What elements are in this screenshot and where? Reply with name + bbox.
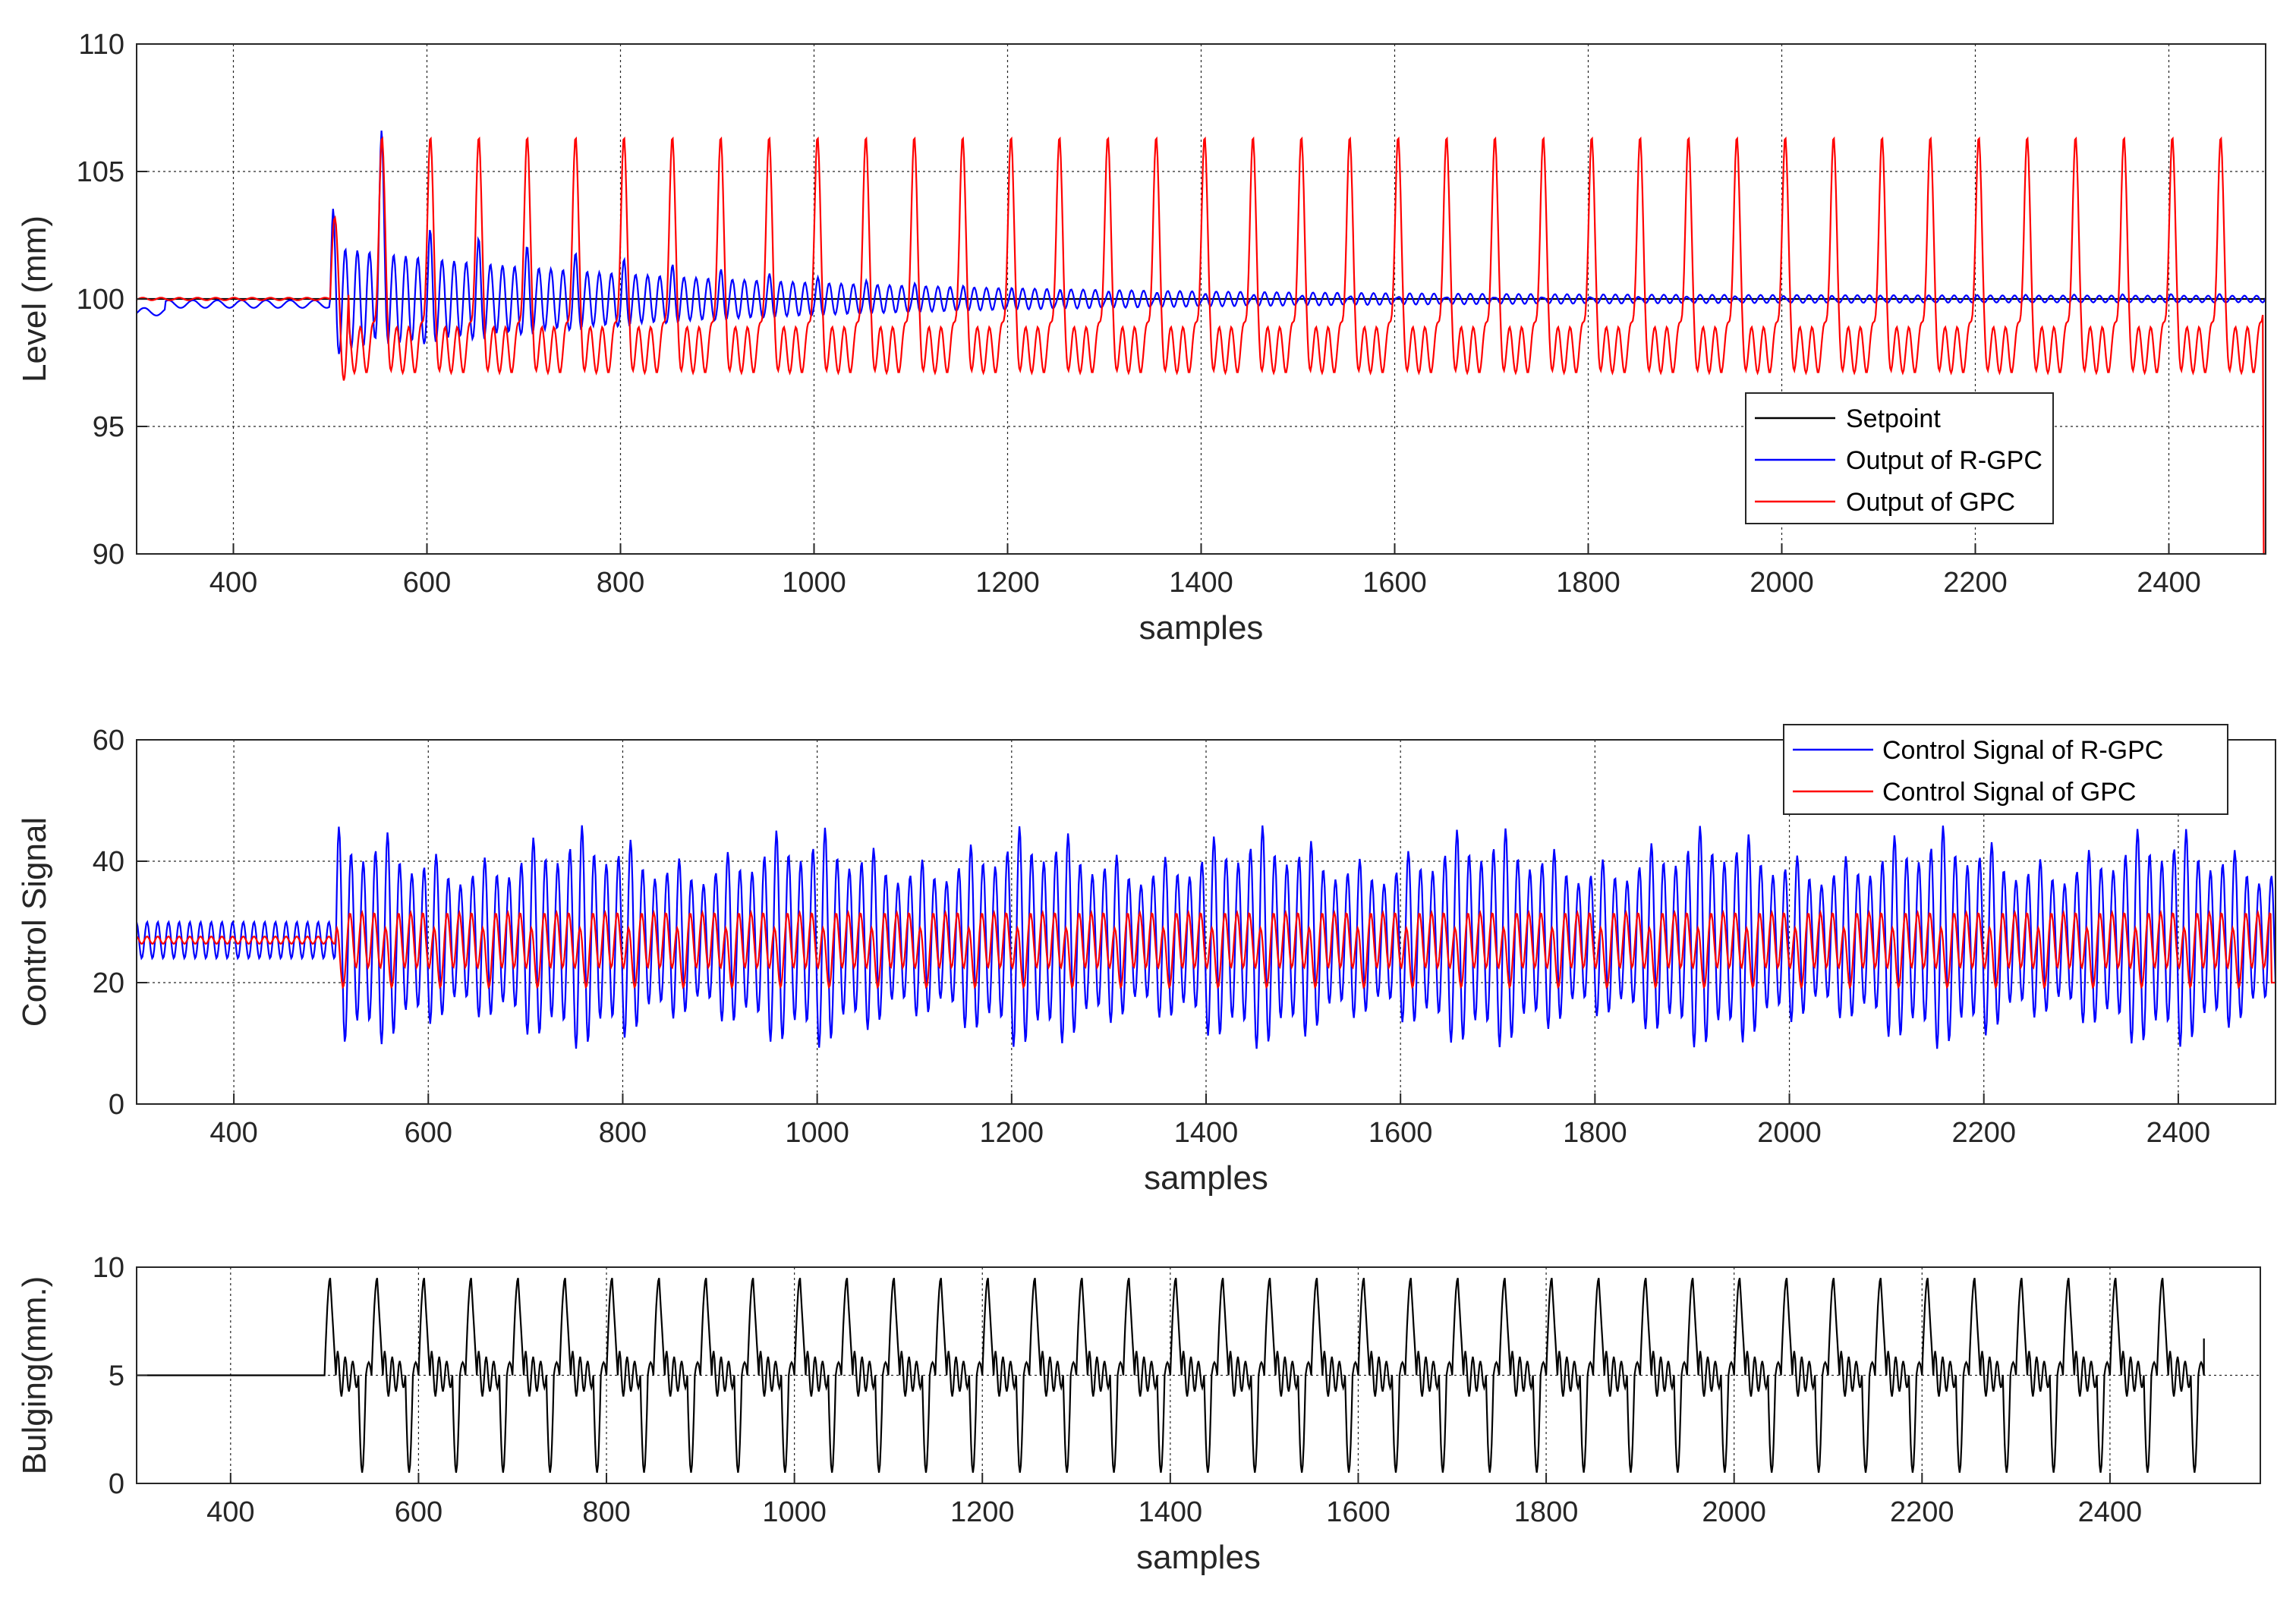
x-tick-label: 1600	[1362, 567, 1427, 599]
series-line-control-signal-of-r-gpc	[135, 825, 2277, 1049]
y-tick-label: 100	[77, 284, 124, 316]
x-tick-label: 400	[206, 1496, 254, 1528]
x-tick-label: 800	[597, 567, 644, 599]
y-tick-label: 95	[93, 411, 124, 443]
x-tick-label: 1200	[950, 1496, 1015, 1528]
legend: Setpoint Output of R-GPC Output of GPC	[1745, 392, 2054, 524]
x-tick-label: 1400	[1174, 1117, 1239, 1149]
y-axis-title: Bulging(mm.)	[16, 1276, 53, 1475]
x-tick-label: 2200	[1943, 567, 2008, 599]
x-axis-title: samples	[1136, 1539, 1261, 1576]
series-line-control-signal-of-gpc	[136, 909, 2276, 989]
x-tick-label: 1600	[1326, 1496, 1391, 1528]
y-tick-label: 105	[77, 156, 124, 188]
x-axis-title: samples	[1144, 1159, 1268, 1197]
legend-label: Output of GPC	[1846, 488, 2015, 517]
x-tick-label: 2000	[1757, 1117, 1822, 1149]
y-tick-label: 0	[109, 1089, 124, 1121]
y-axis-title: Level (mm)	[16, 215, 53, 382]
x-tick-label: 800	[582, 1496, 630, 1528]
x-tick-label: 1400	[1139, 1496, 1203, 1528]
y-tick-label: 60	[93, 725, 124, 757]
y-tick-label: 90	[93, 539, 124, 571]
x-tick-label: 1400	[1169, 567, 1233, 599]
legend-label: Setpoint	[1846, 404, 1941, 433]
y-tick-label: 40	[93, 846, 124, 878]
x-tick-label: 400	[209, 1117, 257, 1149]
x-tick-label: 2000	[1750, 567, 1814, 599]
legend-label: Control Signal of R-GPC	[1882, 736, 2163, 765]
x-tick-label: 1000	[762, 1496, 827, 1528]
chart-3: 400 600 800 1000 1200 1400 1600 1800 2000 2200 240…	[16, 1252, 2261, 1576]
x-tick-label: 800	[599, 1117, 647, 1149]
chart-2: 400 600 800 1000 1200 1400 1600 1800 2000 2200 240…	[16, 724, 2277, 1197]
x-tick-label: 600	[405, 1117, 452, 1149]
x-tick-label: 600	[403, 567, 451, 599]
legend: Control Signal of R-GPC Control Signal of…	[1783, 724, 2228, 815]
x-tick-label: 1600	[1368, 1117, 1433, 1149]
y-tick-label: 10	[93, 1252, 124, 1284]
x-tick-label: 1800	[1563, 1117, 1627, 1149]
y-tick-label: 5	[109, 1361, 124, 1392]
x-tick-label: 2400	[2137, 567, 2201, 599]
x-axis-title: samples	[1139, 609, 1264, 646]
x-tick-label: 1800	[1556, 567, 1620, 599]
legend-label: Control Signal of GPC	[1882, 778, 2137, 807]
x-tick-label: 2200	[1890, 1496, 1954, 1528]
chart-1: 400 600 800 1000 1200 1400 1600 1800 2000 2200 240…	[16, 29, 2267, 646]
x-tick-label: 1200	[975, 567, 1040, 599]
y-tick-label: 110	[78, 29, 124, 61]
x-tick-label: 600	[395, 1496, 443, 1528]
x-tick-label: 2000	[1702, 1496, 1766, 1528]
y-tick-label: 0	[109, 1468, 124, 1500]
legend-label: Output of R-GPC	[1846, 446, 2042, 475]
series-line-output-of-gpc	[136, 136, 2266, 555]
legend-box	[1783, 724, 2228, 815]
x-tick-label: 2200	[1951, 1117, 2016, 1149]
x-tick-label: 1800	[1514, 1496, 1579, 1528]
x-tick-label: 2400	[2146, 1117, 2211, 1149]
y-axis-title: Control Signal	[16, 817, 53, 1027]
x-tick-label: 1200	[980, 1117, 1044, 1149]
x-tick-label: 2400	[2078, 1496, 2143, 1528]
y-tick-label: 20	[93, 967, 124, 999]
series-line-bulging	[137, 1277, 2205, 1473]
x-tick-label: 1000	[785, 1117, 849, 1149]
series-line-output-of-r-gpc	[136, 131, 2267, 354]
x-tick-label: 400	[209, 567, 257, 599]
x-tick-label: 1000	[782, 567, 846, 599]
